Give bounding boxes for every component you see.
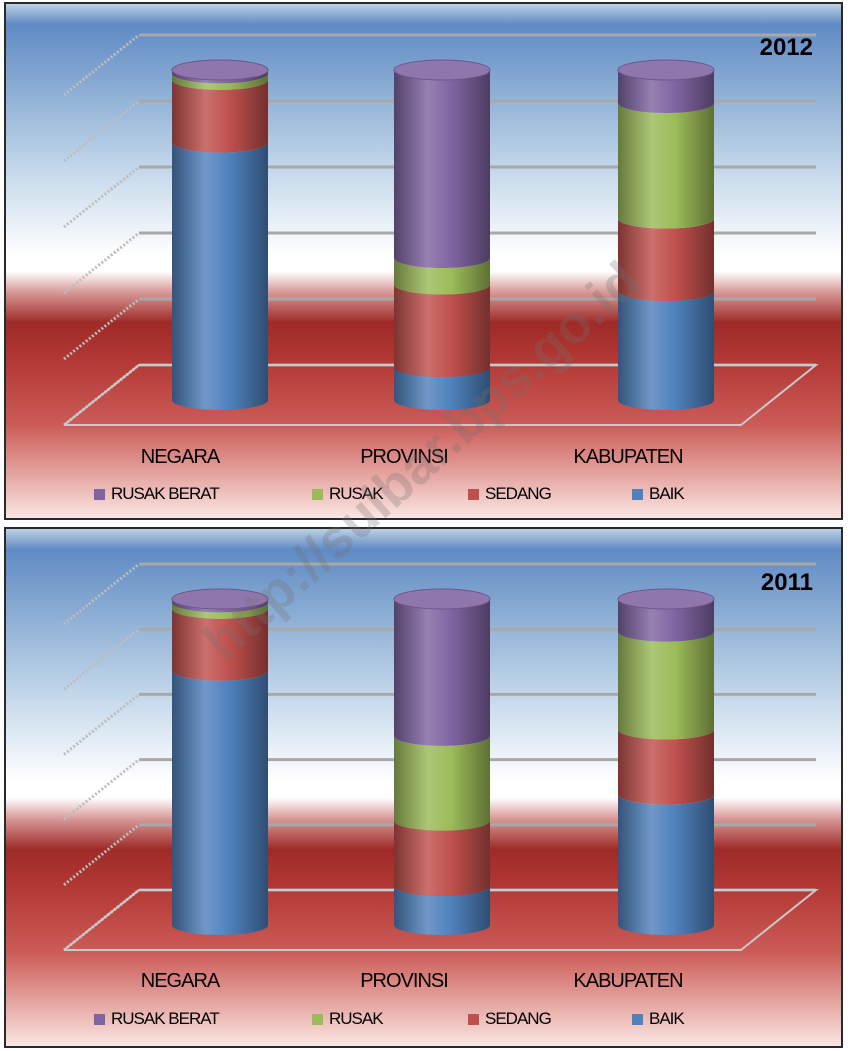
gridline-depth [63,231,140,295]
bar-segment-rusak [172,602,268,619]
bar-segment-rusak [394,735,491,831]
legend-item-rusak: RUSAK [312,1009,384,1029]
gridline-depth [63,165,140,229]
legend-item-baik: BAIK [632,1009,685,1029]
category-label-kabupaten: KABUPATEN [573,446,683,468]
legend-item-baik: BAIK [632,484,685,504]
bar-segment-baik [618,794,714,935]
category-label-provinsi: PROVINSI [360,970,449,992]
gridline-depth [63,297,140,361]
bar-segment-rusak-berat [394,599,491,746]
chart-title-2012: 2012 [759,34,813,61]
gridline-depth [63,628,140,691]
chart-floor [63,889,819,951]
chart-plot-2012 [63,33,819,427]
bar-segment-rusak-berat [618,599,714,642]
bar-segment-rusak-berat [172,599,268,613]
cylinder-provinsi [393,59,491,410]
bar-segment-rusak-berat [172,70,268,84]
bar-segment-rusak [172,73,268,90]
cylinder-top-cap [393,588,491,610]
cylinder-kabupaten [617,588,715,935]
bar-segment-sedang [394,820,491,896]
legend-swatch-icon [312,488,323,500]
cylinder-top-cap [171,59,269,81]
legend-swatch-icon [632,1013,643,1025]
legend-swatch-icon [632,488,643,500]
legend-item-rusak-berat: RUSAK BERAT [94,1009,220,1029]
gridline-depth [63,99,140,163]
legend-item-rusak: RUSAK [312,484,384,504]
cylinder-provinsi [393,588,491,935]
legend-item-rusak-berat: RUSAK BERAT [94,484,220,504]
legend-item-sedang: SEDANG [468,484,552,504]
bar-segment-rusak [618,631,714,740]
bar-segment-rusak-berat [618,70,714,113]
chart-title-2011: 2011 [760,569,813,596]
gridline-depth [63,693,140,756]
category-label-negara: NEGARA [140,446,220,468]
bar-segment-sedang [172,79,268,153]
legend-swatch-icon [468,488,479,500]
gridline-depth [63,562,140,626]
chart-plot-2011 [63,562,819,952]
bar-segment-baik [172,670,268,935]
chart-panel-2012: 2012 NEGARA PROVINSI KABUPATEN RUSAK BER… [4,2,843,520]
bar-segment-rusak-berat [394,70,491,269]
legend-swatch-icon [94,1013,105,1025]
bar-segment-baik [618,291,714,410]
category-label-kabupaten: KABUPATEN [573,970,683,992]
chart-panel-2011: 2011 NEGARA PROVINSI KABUPATEN RUSAK BER… [4,527,843,1048]
category-label-negara: NEGARA [140,970,220,992]
gridline-depth [63,758,140,821]
legend-swatch-icon [468,1013,479,1025]
bar-segment-sedang [394,284,490,377]
bar-segment-rusak [394,258,491,295]
gridline-depth [63,823,140,886]
cylinder-top-cap [393,59,491,81]
bar-segment-sedang [172,608,268,681]
legend-swatch-icon [312,1013,323,1025]
cylinder-top-cap [617,59,715,81]
legend-item-sedang: SEDANG [468,1009,552,1029]
bar-segment-baik [394,885,490,935]
category-label-provinsi: PROVINSI [360,446,449,468]
cylinder-negara [171,59,269,410]
legend-swatch-icon [94,488,105,500]
chart-floor [63,364,819,426]
bar-segment-sedang [618,729,714,805]
bar-segment-baik [172,142,268,410]
gridline-depth [63,33,140,97]
cylinder-top-cap [171,588,269,610]
bar-segment-sedang [618,218,714,302]
bar-segment-baik [394,367,490,410]
cylinder-negara [171,588,269,935]
cylinder-kabupaten [617,59,715,410]
cylinder-top-cap [617,588,715,610]
bar-segment-rusak [618,103,714,229]
